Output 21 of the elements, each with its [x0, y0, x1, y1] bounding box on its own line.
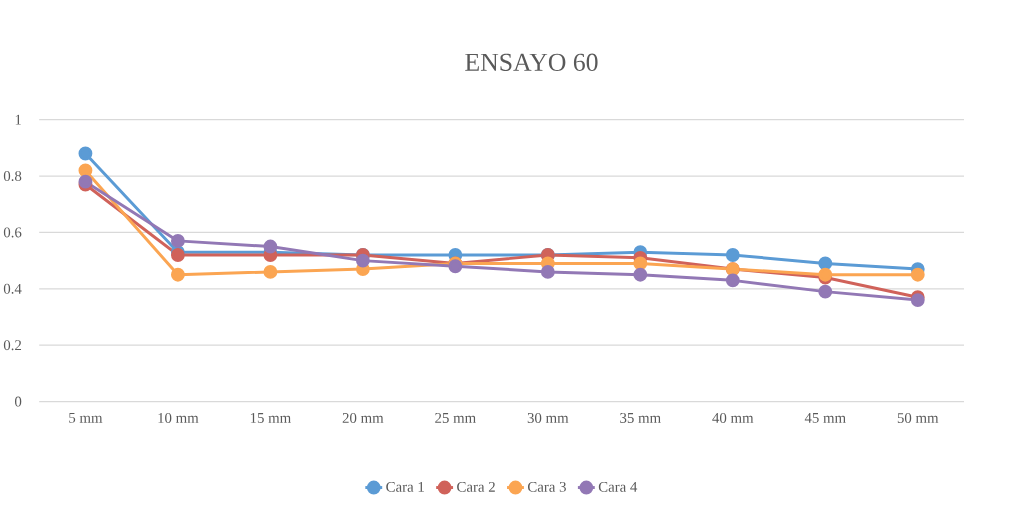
x-tick-label: 20 mm	[342, 412, 384, 423]
y-tick-label: 0.4	[3, 283, 22, 294]
chart-title: ENSAYO 60	[465, 53, 598, 71]
legend-label: Cara 2	[457, 481, 495, 492]
x-tick-label: 10 mm	[158, 412, 199, 423]
x-tick-label: 40 mm	[712, 412, 754, 423]
y-tick-label: 1	[15, 114, 21, 125]
legend-label: Cara 4	[598, 481, 638, 492]
y-tick-label: 0.2	[3, 340, 22, 351]
x-tick-label: 45 mm	[804, 412, 846, 423]
y-tick-label: 0.6	[3, 227, 22, 238]
x-tick-label: 30 mm	[527, 412, 569, 423]
y-tick-label: 0	[14, 396, 22, 407]
x-tick-label: 35 mm	[620, 412, 661, 423]
x-tick-label: 5 mm	[69, 412, 103, 423]
legend-label: Cara 3	[527, 481, 566, 492]
x-tick-label: 50 mm	[897, 412, 939, 423]
y-tick-label: 0.8	[3, 170, 22, 182]
x-tick-label: 25 mm	[435, 412, 476, 423]
x-tick-label: 15 mm	[250, 412, 291, 423]
legend-label: Cara 1	[386, 481, 424, 492]
